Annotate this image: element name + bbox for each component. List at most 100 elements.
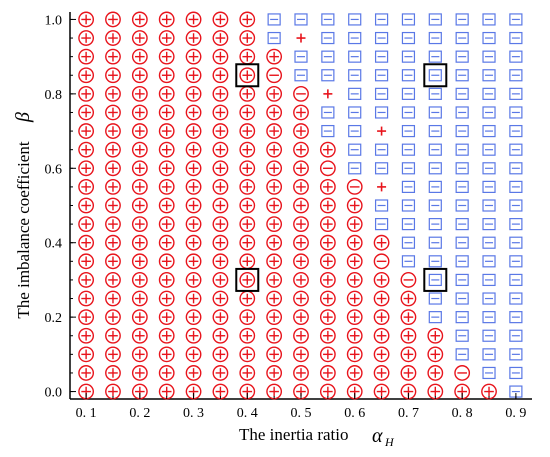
marker-circle xyxy=(239,365,256,381)
circle-plus-marker xyxy=(266,48,283,65)
marker-circle xyxy=(105,216,121,233)
marker-circle xyxy=(158,67,175,84)
marker-square xyxy=(509,87,523,100)
circle-plus-marker xyxy=(346,253,363,270)
marker-circle xyxy=(319,290,336,307)
marker-circle xyxy=(212,365,229,381)
square-minus-marker xyxy=(482,366,496,380)
square-minus-marker xyxy=(455,87,469,100)
square-minus-marker xyxy=(374,162,389,175)
markers xyxy=(78,11,523,400)
marker-square xyxy=(509,199,523,212)
marker-circle xyxy=(185,365,202,381)
marker-circle xyxy=(239,272,256,288)
marker-circle xyxy=(131,11,148,28)
circle-plus-marker xyxy=(239,141,256,158)
circle-plus-marker xyxy=(346,216,363,233)
marker-square xyxy=(482,329,496,342)
marker-circle xyxy=(266,365,283,381)
circle-plus-marker xyxy=(105,67,121,84)
marker-circle xyxy=(105,234,121,251)
marker-square xyxy=(267,31,281,45)
circle-plus-marker xyxy=(239,216,256,233)
circle-plus-marker xyxy=(212,253,229,270)
marker-square xyxy=(482,199,496,212)
circle-minus-marker xyxy=(373,253,390,270)
circle-plus-marker xyxy=(105,178,121,195)
marker-circle xyxy=(185,141,202,158)
marker-circle xyxy=(319,216,336,233)
square-minus-marker xyxy=(482,180,496,193)
circle-plus-marker xyxy=(185,85,202,102)
marker-square xyxy=(428,180,442,193)
marker-square xyxy=(482,69,496,82)
marker-circle xyxy=(212,216,229,233)
marker-square xyxy=(509,292,523,305)
square-minus-marker xyxy=(374,218,389,231)
marker-circle xyxy=(185,216,202,233)
circle-plus-marker xyxy=(185,253,202,270)
marker-circle xyxy=(400,365,417,381)
marker-circle xyxy=(185,253,202,270)
square-minus-marker xyxy=(509,199,523,212)
marker-square xyxy=(428,69,442,82)
marker-circle xyxy=(212,346,229,363)
circle-plus-marker xyxy=(266,327,283,344)
circle-plus-marker xyxy=(158,346,175,363)
circle-plus-marker xyxy=(185,365,202,381)
marker-square xyxy=(428,143,442,156)
square-minus-marker xyxy=(401,106,416,119)
square-minus-marker xyxy=(428,106,442,119)
marker-square xyxy=(374,218,389,231)
marker-circle xyxy=(78,327,95,344)
circle-plus-marker xyxy=(131,253,148,270)
square-minus-marker xyxy=(401,180,416,193)
square-minus-marker xyxy=(321,50,335,63)
marker-circle xyxy=(78,272,95,288)
y-tick-label: 1.0 xyxy=(45,13,63,28)
square-minus-marker xyxy=(455,292,469,305)
marker-circle xyxy=(212,327,229,344)
marker-circle xyxy=(346,197,363,214)
marker-circle xyxy=(158,365,175,381)
marker-square xyxy=(374,31,389,45)
y-tick-label: 0.8 xyxy=(45,88,63,103)
circle-plus-marker xyxy=(346,272,363,288)
marker-square xyxy=(401,69,416,82)
square-minus-marker xyxy=(267,31,281,45)
square-minus-marker xyxy=(509,69,523,82)
circle-plus-marker xyxy=(212,272,229,288)
circle-plus-marker xyxy=(105,346,121,363)
marker-square xyxy=(348,50,362,63)
x-tick-label: 0. 5 xyxy=(291,406,312,421)
circle-plus-marker xyxy=(239,85,256,102)
circle-plus-marker xyxy=(239,309,256,326)
circle-minus-marker xyxy=(293,85,309,102)
circle-plus-marker xyxy=(105,104,121,121)
square-minus-marker xyxy=(455,143,469,156)
circle-plus-marker xyxy=(266,178,283,195)
marker-circle xyxy=(427,346,444,363)
marker-circle xyxy=(373,309,390,326)
circle-plus-marker xyxy=(293,346,309,363)
square-minus-marker xyxy=(509,143,523,156)
marker-square xyxy=(401,31,416,45)
y-tick-label: 0.6 xyxy=(45,162,63,177)
square-minus-marker xyxy=(428,311,442,324)
square-minus-marker xyxy=(401,87,416,100)
circle-plus-marker xyxy=(105,85,121,102)
circle-plus-marker xyxy=(78,234,95,251)
square-minus-marker xyxy=(455,329,469,342)
marker-circle xyxy=(346,234,363,251)
circle-plus-marker xyxy=(105,11,121,28)
marker-circle xyxy=(212,290,229,307)
square-minus-marker xyxy=(482,292,496,305)
circle-plus-marker xyxy=(346,327,363,344)
square-minus-marker xyxy=(348,50,362,63)
marker-square xyxy=(321,50,335,63)
circle-plus-marker xyxy=(346,365,363,381)
circle-plus-marker xyxy=(400,365,417,381)
square-minus-marker xyxy=(482,218,496,231)
circle-plus-marker xyxy=(239,253,256,270)
circle-plus-marker xyxy=(78,104,95,121)
